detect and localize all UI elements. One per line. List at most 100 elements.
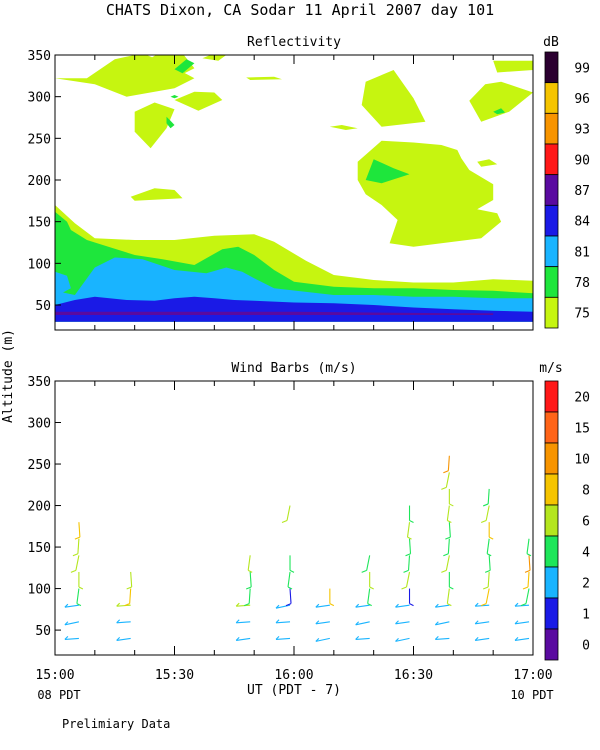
- wind-barb-55: [445, 472, 450, 488]
- wind-barb-14: [236, 621, 251, 624]
- wind-cbar-swatch-10: [544, 442, 559, 475]
- refl-cbar-swatch-81: [544, 235, 559, 268]
- wind-barb-flag-56: [443, 470, 449, 474]
- wind-barb-flag-58: [474, 620, 479, 625]
- wind-cbar-label-4: 4: [582, 546, 590, 561]
- wind-cbar-swatch-20: [544, 380, 559, 413]
- wind-barb-53: [446, 505, 450, 521]
- wind-barb-42: [408, 538, 412, 554]
- refl-ytick-label-250: 250: [28, 132, 51, 147]
- wind-barb-flag-50: [441, 569, 447, 573]
- reflectivity-region-16: [166, 116, 175, 129]
- refl-cbar-swatch-87: [544, 174, 559, 206]
- wind-barb-41: [407, 555, 411, 571]
- wind-cbar-label-8: 8: [582, 484, 590, 499]
- refl-cbar-label-78: 78: [574, 276, 590, 291]
- wind-barb-flag-40: [401, 586, 407, 590]
- wind-barb-flag-70: [520, 603, 527, 607]
- wind-barb-flag-41: [403, 569, 409, 573]
- wind-barb-3: [76, 588, 80, 604]
- refl-ytick-label-300: 300: [28, 91, 51, 106]
- wind-barb-52: [448, 522, 451, 538]
- wind-barb-28: [315, 604, 330, 608]
- wind-cbar-label-1: 1: [582, 608, 590, 623]
- reflectivity-axes: 50 100 150 200 250 300 350: [28, 49, 534, 330]
- wind-cbar-label-20: 20: [574, 391, 590, 406]
- wind-barb-flag-44: [409, 520, 414, 524]
- wind-xtick-label-2: 16:00: [274, 668, 313, 683]
- wind-barb-0: [64, 637, 79, 640]
- wind-barb-36: [395, 637, 410, 642]
- wind-barb-flag-26: [315, 638, 320, 642]
- reflectivity-region-13: [357, 140, 502, 247]
- wind-barb-26: [315, 637, 330, 642]
- wind-barb-67: [514, 637, 530, 641]
- wind-barb-flag-8: [116, 637, 121, 641]
- refl-cbar-label-99: 99: [574, 61, 590, 76]
- reflectivity-region-22: [55, 311, 494, 315]
- wind-cbar-label-10: 10: [574, 453, 590, 468]
- wind-barb-22: [289, 588, 292, 604]
- wind-barb-flag-13: [235, 637, 240, 641]
- wind-barb-62: [488, 555, 491, 571]
- chart-title: CHATS Dixon, CA Sodar 11 April 2007 day …: [106, 1, 494, 19]
- wind-barb-56: [447, 455, 450, 471]
- refl-cbar-label-87: 87: [574, 184, 590, 199]
- wind-barb-40: [405, 571, 411, 588]
- wind-barb-17: [249, 571, 252, 588]
- wind-barb-27: [315, 621, 330, 625]
- wind-barb-flag-3: [76, 603, 82, 607]
- wind-barb-flag-2: [64, 603, 69, 608]
- wind-ytick-label-200: 200: [28, 500, 51, 515]
- reflectivity-region-4: [134, 102, 175, 149]
- wind-barb-flag-25: [281, 520, 288, 524]
- wind-barb-flag-52: [445, 536, 451, 540]
- wind-barb-2: [64, 604, 79, 608]
- wind-barb-10: [116, 604, 131, 607]
- wind-barb-flag-46: [434, 621, 439, 626]
- wind-barb-flag-63: [486, 553, 492, 557]
- refl-cbar-swatch-96: [544, 82, 559, 114]
- refl-cbar-label-90: 90: [574, 153, 590, 168]
- wind-barb-57: [475, 637, 490, 641]
- wind-barb-flag-42: [405, 553, 411, 557]
- reflectivity-title: Reflectivity: [247, 35, 341, 50]
- wind-barb-flag-67: [514, 637, 519, 641]
- wind-barb-73: [526, 538, 530, 554]
- wind-barb-flag-22: [285, 603, 292, 607]
- refl-cbar-label-93: 93: [574, 123, 590, 138]
- refl-cbar-label-75: 75: [574, 307, 590, 322]
- wind-barb-35: [366, 555, 371, 571]
- wind-barb-19: [275, 637, 291, 640]
- wind-barb-25: [286, 505, 291, 521]
- y-axis-label: Altitude (m): [1, 329, 16, 423]
- wind-barb-flag-29: [329, 603, 335, 607]
- refl-ytick-label-150: 150: [28, 216, 51, 231]
- wind-barb-flag-71: [522, 586, 529, 590]
- reflectivity-contour-group: [55, 55, 533, 322]
- wind-barb-33: [367, 588, 371, 604]
- wind-barb-11: [129, 588, 132, 604]
- reflectivity-region-5: [174, 91, 223, 111]
- reflectivity-contours: [55, 55, 533, 322]
- wind-barb-7: [78, 522, 81, 538]
- wind-barb-60: [485, 588, 490, 604]
- wind-barb-38: [395, 604, 410, 608]
- wind-barb-46: [435, 621, 450, 626]
- wind-xtick-label-0: 15:00: [35, 668, 74, 683]
- reflectivity-region-7: [246, 76, 282, 80]
- reflectivity-region-12: [477, 159, 498, 167]
- wind-barb-61: [487, 571, 490, 588]
- wind-barb-flag-12: [126, 586, 132, 590]
- refl-cbar-swatch-84: [544, 204, 559, 237]
- wind-barb-flag-21: [275, 604, 280, 609]
- wind-barb-70: [525, 588, 530, 604]
- wind-barb-flag-34: [369, 586, 374, 590]
- wind-barb-flag-72: [524, 569, 531, 573]
- wind-cbar-swatch-2: [544, 566, 559, 599]
- wind-barb-flag-6: [72, 553, 79, 557]
- wind-barb-flag-0: [64, 636, 69, 640]
- wind-barb-flag-30: [355, 636, 360, 640]
- refl-cbar-swatch-78: [544, 266, 559, 298]
- wind-barb-flag-16: [243, 603, 250, 607]
